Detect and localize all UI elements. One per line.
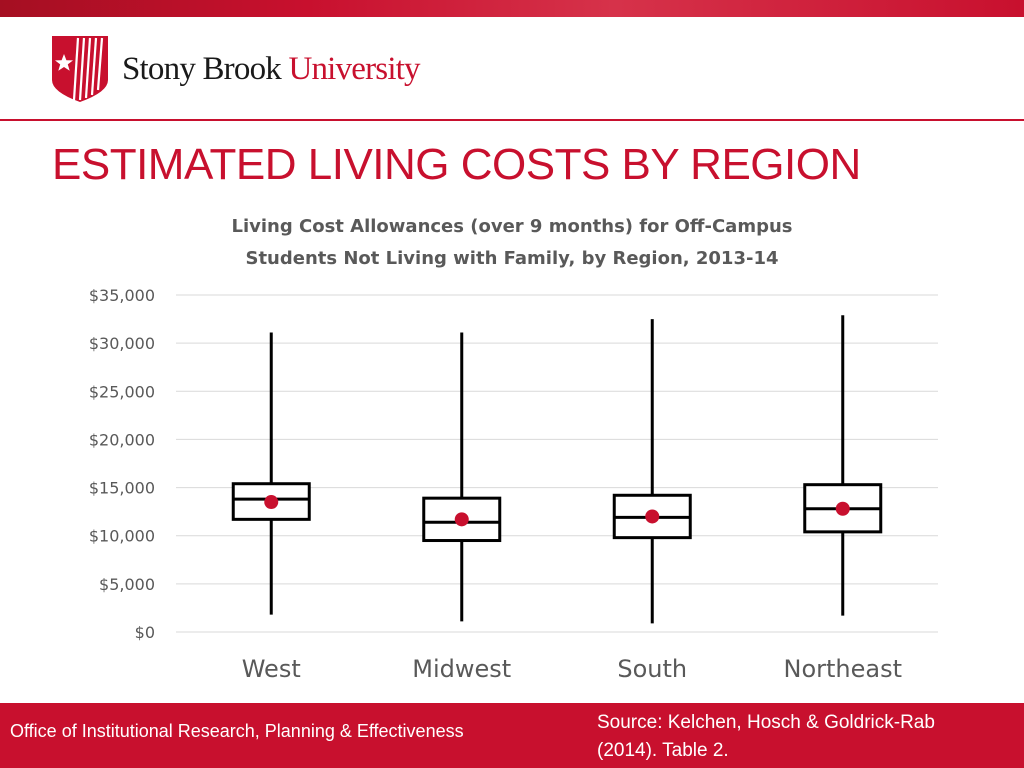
box-northeast xyxy=(803,315,883,616)
footer-office: Office of Institutional Research, Planni… xyxy=(10,721,464,741)
mean-marker xyxy=(645,509,660,524)
mean-marker xyxy=(454,512,469,527)
x-category-label: West xyxy=(242,655,301,683)
y-tick-label: $10,000 xyxy=(89,527,155,546)
footer-source: Source: Kelchen, Hosch & Goldrick-Rab (2… xyxy=(597,709,1017,765)
box-south xyxy=(612,319,692,624)
footer-source-line-1: Source: Kelchen, Hosch & Goldrick-Rab xyxy=(597,712,935,733)
y-tick-label: $0 xyxy=(135,623,155,642)
mean-marker xyxy=(264,495,279,510)
logo-word-university: University xyxy=(288,50,420,87)
x-category-label: Northeast xyxy=(783,655,902,683)
footer-source-line-2: (2014). Table 2. xyxy=(597,740,729,761)
y-tick-label: $35,000 xyxy=(89,286,155,305)
star-shield-icon xyxy=(52,36,108,102)
box-midwest xyxy=(422,332,502,622)
footer: Office of Institutional Research, Planni… xyxy=(0,703,1024,768)
university-logo: Stony Brook University xyxy=(50,34,421,104)
top-stripe xyxy=(0,0,1024,17)
y-tick-label: $20,000 xyxy=(89,430,155,449)
mean-marker xyxy=(835,501,850,516)
slide-title: ESTIMATED LIVING COSTS BY REGION xyxy=(52,140,861,189)
box-west xyxy=(231,332,311,615)
box-plot-chart: Living Cost Allowances (over 9 months) f… xyxy=(89,216,938,683)
logo-wordmark: Stony Brook University xyxy=(122,50,421,87)
x-category-label: South xyxy=(617,655,687,683)
chart-title-line-1: Living Cost Allowances (over 9 months) f… xyxy=(231,216,792,237)
x-category-label: Midwest xyxy=(412,655,511,683)
y-tick-label: $15,000 xyxy=(89,479,155,498)
y-tick-label: $25,000 xyxy=(89,382,155,401)
gridlines xyxy=(176,294,938,633)
x-axis-labels: West Midwest South Northeast xyxy=(242,655,902,683)
y-axis-labels: $0 $5,000 $10,000 $15,000 $20,000 $25,000 $30,… xyxy=(89,286,155,642)
y-tick-label: $5,000 xyxy=(99,575,155,594)
boxes xyxy=(231,315,883,624)
header-rule xyxy=(0,119,1024,121)
chart-title-line-2: Students Not Living with Family, by Regi… xyxy=(245,248,778,269)
y-tick-label: $30,000 xyxy=(89,334,155,353)
logo-word-stony-brook: Stony Brook xyxy=(122,50,282,87)
